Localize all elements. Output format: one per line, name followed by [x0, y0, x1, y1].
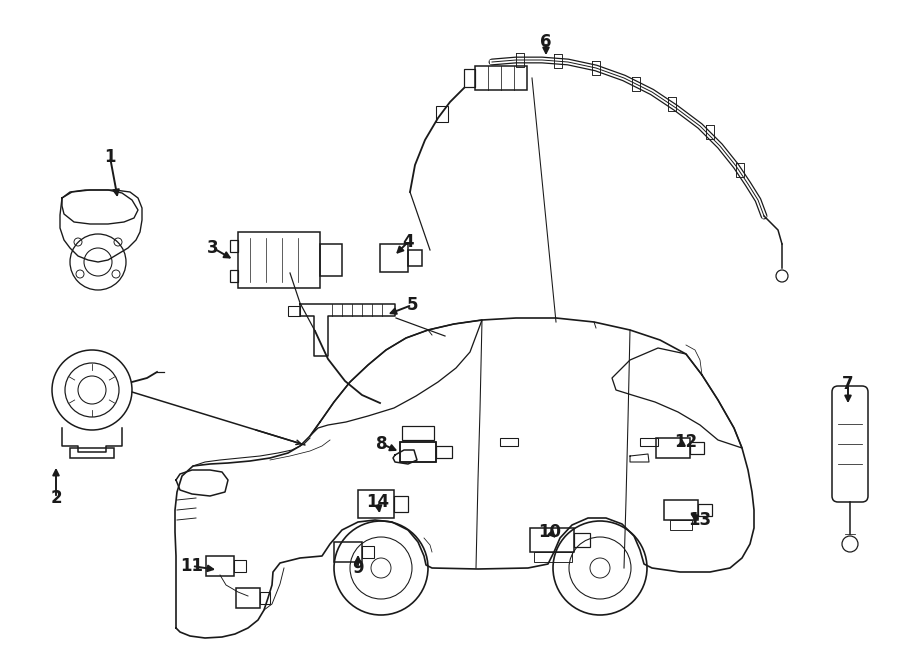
Bar [358, 490, 394, 518]
Bar [380, 244, 408, 272]
Text: 12: 12 [674, 433, 698, 451]
Bar [464, 69, 475, 87]
Bar [334, 542, 362, 562]
Bar [408, 250, 422, 266]
Bar [436, 106, 448, 122]
Bar [402, 426, 434, 440]
Bar [640, 438, 658, 446]
Bar [664, 500, 698, 520]
Text: 14: 14 [366, 493, 390, 511]
Bar [656, 438, 690, 458]
Bar [690, 442, 704, 454]
Bar [70, 448, 114, 458]
Bar [698, 504, 712, 516]
Text: 7: 7 [842, 375, 854, 393]
Bar [288, 306, 300, 316]
Bar [394, 496, 408, 512]
Bar [475, 66, 527, 90]
Bar [400, 442, 436, 462]
Text: 10: 10 [538, 523, 562, 541]
Text: 5: 5 [406, 296, 418, 314]
Bar [320, 244, 342, 276]
Text: 6: 6 [540, 33, 552, 51]
Text: 11: 11 [181, 557, 203, 575]
Text: 2: 2 [50, 489, 62, 507]
Bar [574, 533, 590, 547]
Bar [362, 546, 374, 558]
Bar [534, 552, 572, 562]
Bar [260, 592, 270, 604]
Text: 3: 3 [207, 239, 219, 257]
Bar [238, 232, 320, 288]
Bar [236, 588, 260, 608]
Bar [500, 438, 518, 446]
Bar [436, 446, 452, 458]
Text: 13: 13 [688, 511, 712, 529]
Text: 4: 4 [402, 233, 414, 251]
Bar [234, 560, 246, 572]
Text: 1: 1 [104, 148, 116, 166]
Bar [230, 270, 238, 282]
Bar [206, 556, 234, 576]
Text: 9: 9 [352, 559, 364, 577]
Bar [670, 520, 692, 530]
Text: 8: 8 [376, 435, 388, 453]
Bar [400, 442, 436, 462]
Bar [530, 528, 574, 552]
Bar [230, 240, 238, 252]
